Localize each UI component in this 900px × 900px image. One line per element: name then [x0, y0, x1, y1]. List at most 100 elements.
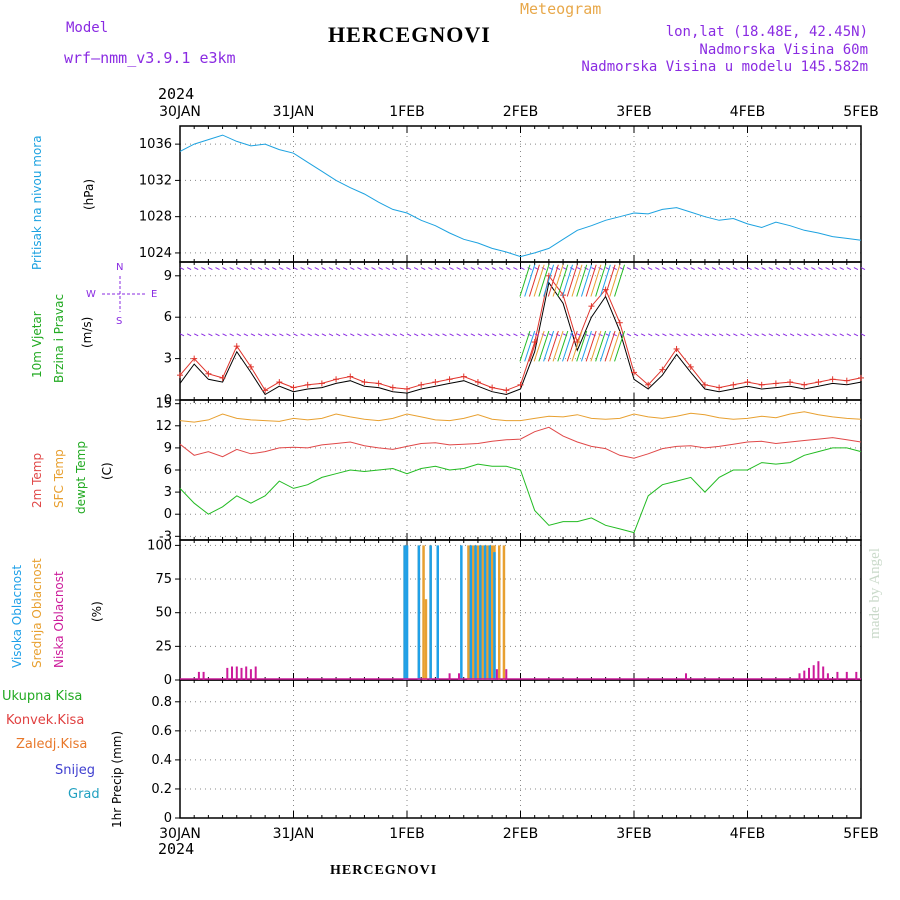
- cloud-low-bar: [822, 666, 825, 680]
- wind-dir-arrow: [456, 333, 461, 337]
- wind-dir-arrow: [633, 267, 639, 270]
- wind-dir-arrow: [321, 267, 327, 270]
- wind-dir-arrow: [257, 267, 263, 270]
- wind-dir-arrow: [789, 333, 795, 337]
- wind-dir-arrow: [528, 330, 540, 362]
- wind-dir-arrow: [555, 333, 561, 337]
- compass-s: S: [116, 316, 123, 327]
- wind-dir-arrow: [371, 333, 376, 337]
- y-tick-label: 1036: [139, 137, 172, 152]
- precip-legend-freezing: Zaledj.Kisa: [16, 737, 88, 752]
- wind-dir-arrow: [477, 267, 483, 270]
- wind-dir-arrow: [690, 333, 695, 337]
- wind-dir-arrow: [633, 333, 639, 337]
- cloud-high-bar: [474, 545, 477, 680]
- compass-e: E: [151, 289, 158, 300]
- y-tick-label: 15: [155, 397, 172, 412]
- wind-dir-arrow: [839, 333, 844, 337]
- wind-dir-arrow: [413, 333, 419, 337]
- wind-dir-arrow: [420, 267, 426, 270]
- wind-dir-arrow: [598, 267, 603, 270]
- wind-dir-arrow: [335, 267, 341, 270]
- wind-dir-arrow: [747, 267, 752, 270]
- footer-station: HERCEGNOVI: [330, 863, 438, 878]
- cloud-low-bar: [836, 671, 839, 680]
- wind-dir-arrow: [740, 267, 745, 270]
- precip-legend-hail: Grad: [68, 787, 100, 802]
- wind-dir-arrow: [519, 264, 531, 297]
- wind-dir-arrow: [378, 267, 383, 270]
- wind-dir-arrow: [350, 267, 355, 270]
- wind-dir-arrow: [747, 333, 752, 337]
- wind-dir-arrow: [328, 333, 334, 337]
- y-tick-label: 6: [164, 310, 172, 325]
- wind-dir-arrow: [697, 333, 703, 337]
- wind-dir-arrow: [846, 333, 852, 337]
- y-tick-label: 50: [155, 606, 172, 621]
- wind-dir-arrow: [761, 267, 766, 270]
- wind-dir-arrow: [477, 333, 483, 337]
- y-tick-label: 3: [164, 485, 172, 500]
- wind-dir-arrow: [655, 333, 660, 337]
- x-tick-label-top: 2FEB: [503, 104, 538, 120]
- cloud-low-bar: [495, 669, 498, 680]
- x-tick-label-top: 4FEB: [730, 104, 765, 120]
- cloud-high-bar: [417, 545, 421, 680]
- wind-dir-arrow: [562, 264, 573, 297]
- wind-dir-arrow: [547, 330, 559, 362]
- wind-dir-arrow: [463, 267, 468, 270]
- compass-w: W: [86, 289, 96, 300]
- wind-dir-arrow: [406, 267, 412, 270]
- wind-dir-arrow: [357, 267, 362, 270]
- wind-dir-arrow: [201, 267, 206, 270]
- wind-dir-arrow: [293, 333, 298, 337]
- wind-dir-arrow: [538, 330, 550, 362]
- cloud-high-bar: [483, 545, 487, 680]
- wind-dir-arrow: [300, 333, 305, 337]
- sfc-temp-line: [179, 411, 862, 423]
- cloud-high-bar: [493, 552, 496, 680]
- y-tick-label: 0: [164, 393, 172, 408]
- y-tick-label: 1032: [139, 173, 172, 188]
- wind-dir-arrow: [860, 267, 866, 270]
- wind-dir-arrow: [584, 333, 589, 337]
- wind-dir-arrow: [566, 330, 578, 362]
- wind-dir-arrow: [257, 333, 263, 337]
- wind-dir-arrow: [718, 267, 724, 270]
- x-tick-label-bottom: 1FEB: [389, 826, 424, 842]
- cloud-high-bar: [429, 545, 432, 680]
- wind-dir-arrow: [520, 333, 525, 337]
- x-tick-label-top: 5FEB: [843, 104, 878, 120]
- x-tick-label-top: 30JAN: [159, 104, 201, 120]
- wind-dir-arrow: [768, 333, 774, 337]
- cloud-high-bar: [460, 545, 463, 680]
- wind-dir-arrow: [547, 264, 559, 297]
- wind-dir-arrow: [470, 333, 476, 337]
- t2m-line: [179, 426, 862, 459]
- cloud-low-bar: [826, 673, 829, 680]
- wind-dir-arrow: [541, 267, 547, 270]
- x-tick-label-top: 3FEB: [616, 104, 651, 120]
- wind-dir-arrow: [640, 267, 646, 270]
- wind-dir-arrow: [585, 264, 597, 297]
- cloud-low-bar: [798, 673, 801, 680]
- wind-dir-arrow: [576, 330, 588, 362]
- wind-dir-arrow: [655, 267, 660, 270]
- wind-dir-arrow: [811, 333, 816, 337]
- wind-dir-arrow: [392, 267, 398, 270]
- wind-dir-arrow: [371, 267, 376, 270]
- wind-dir-arrow: [342, 333, 348, 337]
- wind-dir-arrow: [599, 264, 611, 297]
- wind-dir-arrow: [796, 267, 802, 270]
- wind-dir-arrow: [804, 267, 809, 270]
- cloud-high-bar: [436, 545, 439, 680]
- wind-dir-arrow: [527, 267, 532, 270]
- cloud-low-bar: [240, 667, 243, 680]
- x-tick-label-top: 31JAN: [273, 104, 315, 120]
- wind-dir-arrow: [690, 267, 695, 270]
- y-tick-label: 100: [147, 538, 172, 553]
- wind-dir-arrow: [811, 267, 816, 270]
- year-top: 2024: [158, 85, 195, 103]
- wind-dir-arrow: [506, 267, 511, 270]
- cloud-mid-bar: [481, 545, 484, 680]
